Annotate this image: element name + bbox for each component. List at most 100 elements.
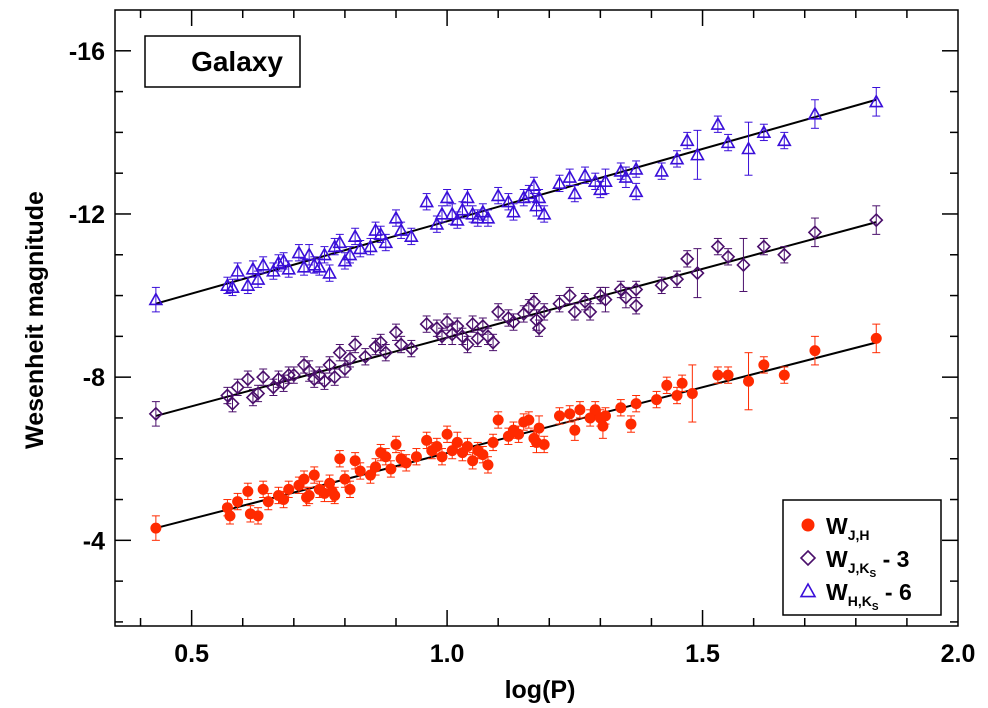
data-point-series-1: [465, 316, 480, 332]
data-point-series-1: [148, 406, 164, 421]
data-point-series-2: [444, 206, 460, 220]
data-point-series-1: [404, 341, 419, 356]
data-point-series-2: [225, 279, 240, 294]
data-point-series-2: [312, 259, 327, 273]
x-tick-label: 1.0: [430, 640, 465, 668]
data-point-series-0: [410, 451, 422, 463]
data-point-series-0: [298, 473, 310, 485]
data-point-series-2: [526, 177, 542, 192]
data-point-series-2: [741, 141, 756, 155]
data-point-series-2: [352, 241, 368, 255]
data-point-series-1: [342, 351, 358, 366]
data-point-series-1: [690, 265, 705, 281]
data-point-series-2: [373, 226, 389, 240]
galaxy-annotation-text: Galaxy: [191, 46, 283, 77]
data-point-series-1: [562, 288, 577, 303]
data-point-series-0: [431, 441, 443, 453]
data-point-series-1: [567, 304, 582, 320]
data-point-series-2: [363, 238, 378, 253]
data-point-series-2: [368, 222, 383, 236]
data-point-series-2: [439, 190, 455, 204]
data-point-series-0: [329, 489, 341, 501]
legend-label-0: WJ,H: [826, 513, 870, 543]
data-point-series-0: [523, 414, 535, 426]
y-tick-label: -4: [83, 527, 105, 555]
data-point-series-2: [669, 151, 685, 165]
data-point-series-1: [429, 321, 445, 336]
data-point-series-2: [807, 106, 823, 120]
data-point-series-0: [370, 461, 382, 473]
data-point-series-0: [462, 441, 474, 453]
data-point-series-1: [455, 329, 470, 344]
data-point-series-0: [441, 428, 453, 440]
data-point-series-0: [262, 496, 274, 508]
data-point-series-0: [492, 414, 504, 426]
data-point-series-0: [722, 369, 734, 381]
data-point-series-1: [388, 325, 404, 340]
data-point-series-0: [574, 404, 586, 416]
data-point-series-1: [439, 314, 455, 330]
data-point-series-1: [332, 345, 347, 360]
data-point-series-1: [317, 374, 332, 389]
data-point-series-1: [529, 312, 544, 328]
data-point-series-2: [245, 261, 261, 275]
data-point-series-0: [150, 522, 162, 534]
data-point-series-0: [349, 455, 361, 467]
legend: WJ,HWJ,KS - 3WH,KS - 6: [782, 499, 942, 616]
data-point-series-1: [485, 335, 501, 350]
data-point-series-0: [278, 494, 290, 506]
data-point-series-2: [531, 190, 547, 204]
data-point-series-1: [322, 357, 337, 373]
data-point-series-0: [308, 469, 320, 481]
data-point-series-1: [628, 282, 644, 297]
data-point-series-1: [680, 251, 695, 266]
data-point-series-0: [615, 402, 627, 414]
data-point-series-2: [455, 202, 470, 216]
data-point-series-2: [327, 238, 343, 253]
data-point-series-2: [291, 245, 307, 259]
data-point-series-2: [301, 247, 317, 261]
data-point-series-1: [869, 212, 884, 228]
data-point-series-1: [756, 239, 771, 254]
data-point-series-0: [390, 438, 402, 450]
data-point-series-2: [475, 204, 491, 218]
data-point-series-0: [676, 377, 688, 389]
data-point-series-0: [283, 483, 295, 495]
data-point-series-0: [553, 410, 565, 422]
data-point-series-2: [654, 163, 670, 177]
y-axis-title: Wesenheit magnitude: [21, 191, 49, 449]
data-point-series-0: [743, 375, 755, 387]
data-point-series-1: [307, 372, 322, 387]
data-point-series-1: [669, 272, 685, 287]
data-point-series-0: [569, 424, 581, 436]
data-point-series-2: [281, 261, 297, 275]
data-point-series-0: [339, 473, 351, 485]
data-point-series-2: [587, 173, 603, 187]
data-point-series-2: [429, 216, 445, 230]
data-point-series-2: [776, 132, 792, 147]
data-point-series-0: [564, 408, 576, 420]
data-point-series-0: [477, 449, 489, 461]
data-point-series-0: [224, 510, 236, 522]
data-point-series-2: [378, 234, 394, 249]
data-point-series-1: [506, 314, 521, 330]
data-point-series-2: [577, 167, 593, 181]
data-point-series-1: [450, 319, 465, 334]
data-point-series-1: [628, 298, 644, 313]
data-point-series-1: [250, 386, 266, 401]
data-point-series-1: [736, 257, 751, 273]
data-point-series-2: [536, 206, 552, 220]
data-point-series-0: [344, 483, 356, 495]
data-point-series-1: [460, 337, 475, 352]
data-point-series-1: [807, 225, 823, 240]
data-point-series-1: [347, 337, 363, 352]
data-point-series-0: [671, 390, 683, 402]
data-point-series-0: [421, 434, 433, 446]
data-point-series-2: [618, 169, 634, 183]
data-point-series-2: [628, 161, 644, 175]
data-point-series-0: [487, 436, 499, 448]
data-point-series-1: [526, 294, 542, 309]
y-tick-label: -16: [69, 38, 105, 66]
data-point-series-2: [598, 173, 613, 187]
